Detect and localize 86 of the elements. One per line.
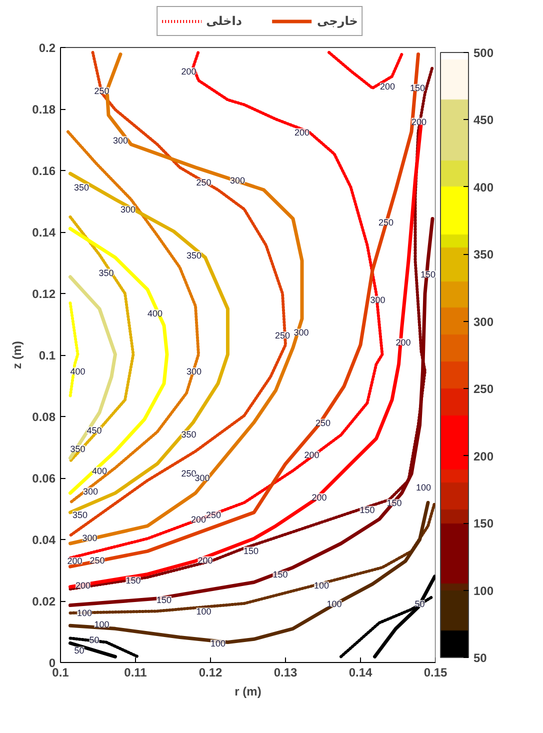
annotation: 200 <box>198 555 213 566</box>
color-bar-label: 500 <box>474 46 494 60</box>
annotation: 350 <box>98 268 114 278</box>
annotation: 200 <box>75 580 91 591</box>
annotation: 50 <box>74 646 84 656</box>
x-tick-label: 0.15 <box>424 666 448 680</box>
annotation: 300 <box>120 204 136 215</box>
annotation: 300 <box>186 366 202 376</box>
annotation: 50 <box>414 598 425 609</box>
y-tick-label: 0.18 <box>32 102 56 116</box>
annotation: 100 <box>210 638 226 649</box>
color-bar-label: 250 <box>474 382 494 396</box>
annotation: 150 <box>156 594 172 605</box>
annotation: 200 <box>67 556 82 566</box>
annotation: 150 <box>360 504 375 515</box>
y-tick-label: 0.1 <box>38 348 56 362</box>
annotation: 350 <box>186 250 202 260</box>
annotation: 400 <box>147 308 163 318</box>
annotation: 250 <box>315 418 331 428</box>
annotation: 300 <box>194 472 210 483</box>
annotation: 50 <box>89 634 100 645</box>
annotation: 250 <box>94 86 110 96</box>
color-bar-label: 350 <box>474 248 494 262</box>
color-bar-label: 50 <box>474 651 488 665</box>
legend-label: داخلی <box>206 14 242 28</box>
color-bar-label: 400 <box>474 180 494 194</box>
color-bar-label: 150 <box>474 516 494 531</box>
annotation: 300 <box>370 294 386 305</box>
color-bar-label: 300 <box>474 314 494 329</box>
x-tick-label: 0.14 <box>348 666 373 680</box>
annotation: 150 <box>272 570 288 580</box>
annotation: 400 <box>92 466 108 476</box>
annotation: 450 <box>86 426 102 436</box>
x-tick-label: 0.11 <box>124 666 148 680</box>
annotation: 100 <box>196 606 212 617</box>
y-tick-label: 0.14 <box>32 226 56 240</box>
annotation: 150 <box>410 82 426 93</box>
x-tick-label: 0.1 <box>52 666 70 680</box>
x-tick-label: 0.13 <box>274 666 298 680</box>
annotation: 300 <box>294 328 309 338</box>
y-tick-label: 0.06 <box>32 472 56 486</box>
annotation: 300 <box>230 176 246 186</box>
annotation: 100 <box>314 580 330 591</box>
annotation: 200 <box>304 450 320 460</box>
annotation: 250 <box>181 468 196 478</box>
annotation: 350 <box>181 430 196 440</box>
annotation: 200 <box>312 492 327 502</box>
legend-label: خارجی <box>317 14 358 28</box>
y-tick-label: 0.12 <box>32 287 56 301</box>
annotation: 250 <box>196 178 212 188</box>
y-tick-label: 0.16 <box>32 164 56 178</box>
annotation: 350 <box>72 510 88 520</box>
annotation: 100 <box>326 598 342 609</box>
annotation: 250 <box>90 555 105 566</box>
annotation: 100 <box>416 482 432 493</box>
y-tick-label: 0.08 <box>32 410 56 424</box>
annotation: 250 <box>378 217 394 228</box>
annotation: 250 <box>274 330 290 341</box>
annotation: 100 <box>94 620 110 630</box>
annotation: 150 <box>126 576 141 586</box>
annotation: 200 <box>396 337 411 348</box>
annotation: 150 <box>386 498 402 508</box>
annotation: 350 <box>74 182 90 193</box>
annotation: 200 <box>411 116 427 127</box>
annotation: 200 <box>294 127 310 138</box>
annotation: 300 <box>112 135 128 146</box>
annotation: 200 <box>380 82 396 92</box>
x-tick-label: 0.12 <box>198 666 223 680</box>
annotation: 150 <box>420 270 436 280</box>
y-tick-label: 0.2 <box>38 41 56 55</box>
annotation: 300 <box>82 486 98 496</box>
annotation: 200 <box>190 514 206 525</box>
annotation: 200 <box>181 66 196 76</box>
annotation: 350 <box>70 444 86 454</box>
color-bar-label: 100 <box>474 584 494 598</box>
annotation: 250 <box>206 510 222 520</box>
annotation: 400 <box>70 366 86 376</box>
annotation: 150 <box>243 546 259 556</box>
y-tick-label: 0.04 <box>32 533 56 547</box>
color-bar-label: 450 <box>474 113 494 128</box>
color-bar-label: 200 <box>474 449 494 464</box>
y-axis-title: z (m) <box>10 341 24 369</box>
y-tick-label: 0.02 <box>32 594 56 608</box>
annotation: 100 <box>76 608 92 618</box>
annotation: 300 <box>82 533 98 544</box>
x-axis-title: r (m) <box>234 684 262 698</box>
